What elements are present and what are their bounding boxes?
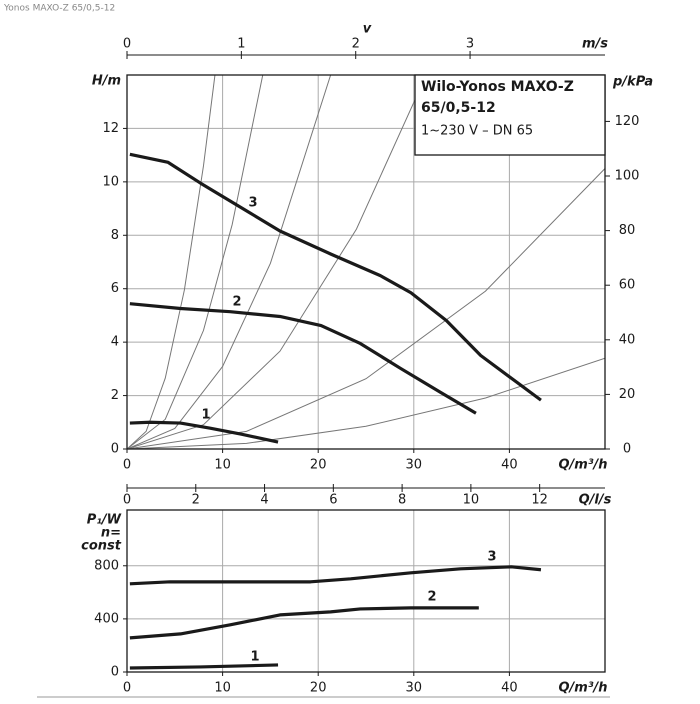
y-tick-label: 800 [94, 558, 119, 573]
pump-curve [129, 152, 542, 402]
annotation: Wilo-Yonos MAXO-Z [421, 79, 574, 95]
x-tick-label: 0 [123, 681, 131, 696]
annotation: 65/0,5-12 [421, 100, 496, 116]
x2-axis-title: v [363, 22, 372, 37]
system-curve [127, 75, 332, 449]
plot-frame [126, 74, 606, 450]
x2-tick-label: 2 [352, 37, 360, 52]
curve-label: 1 [201, 408, 210, 423]
y-tick-label: 8 [111, 228, 119, 243]
y-tick-label: 6 [111, 281, 119, 296]
x-axis-label: Q/m³/h [558, 458, 607, 473]
curve-label: 2 [427, 590, 436, 605]
y-axis-label: H/m [92, 74, 121, 89]
x2-tick-label: 1 [237, 37, 245, 52]
x-tick-label: 20 [310, 681, 327, 696]
x-tick-label: 40 [501, 458, 518, 473]
x-tick-label: 30 [406, 681, 423, 696]
y-tick-label: 4 [111, 335, 119, 350]
curve-label: 1 [250, 650, 259, 665]
x2-tick-label: 0 [123, 37, 131, 52]
x2-tick-label: 10 [463, 493, 480, 508]
pump-curve [129, 606, 479, 640]
y-tick-label: 12 [102, 121, 119, 136]
y2-tick-label: 80 [619, 223, 636, 238]
x-axis-label: Q/m³/h [558, 681, 607, 696]
x2-tick-label: 12 [531, 493, 548, 508]
x-tick-label: 10 [214, 458, 231, 473]
annotation: 1~230 V – DN 65 [421, 124, 533, 139]
x-tick-label: 20 [310, 458, 327, 473]
x2-axis-label: Q/l/s [579, 493, 612, 508]
y2-tick-label: 40 [619, 332, 636, 347]
curve-label: 3 [487, 550, 496, 565]
y2-tick-label: 60 [619, 278, 636, 293]
plot-frame [126, 509, 606, 673]
y-tick-label: 2 [111, 388, 119, 403]
system-curve [127, 75, 427, 449]
pump-curve [129, 565, 542, 586]
pump-curve [129, 420, 279, 444]
y2-axis-label: p/kPa [612, 75, 653, 90]
y-tick-label: 0 [111, 665, 119, 680]
pump-curve [129, 663, 279, 670]
y-axis-label: P₁/W [87, 513, 122, 528]
curve-label: 2 [232, 295, 241, 310]
x2-tick-label: 6 [329, 493, 337, 508]
y2-tick-label: 0 [623, 442, 631, 457]
pump-curve [129, 302, 477, 415]
y-tick-label: 0 [111, 442, 119, 457]
y2-tick-label: 20 [619, 387, 636, 402]
x2-axis-label: m/s [582, 37, 608, 52]
x2-tick-label: 4 [260, 493, 268, 508]
x-tick-label: 10 [214, 681, 231, 696]
y-axis-label: const [81, 539, 122, 554]
page-header: Yonos MAXO-Z 65/0,5-12 [3, 4, 115, 14]
curve-label: 3 [248, 196, 257, 211]
x2-tick-label: 3 [466, 37, 474, 52]
x-tick-label: 0 [123, 458, 131, 473]
x-tick-label: 40 [501, 681, 518, 696]
x2-tick-label: 8 [398, 493, 406, 508]
y-axis-label: n= [101, 526, 121, 541]
x-tick-label: 30 [406, 458, 423, 473]
system-curve [127, 357, 605, 449]
x2-tick-label: 0 [123, 493, 131, 508]
system-curve [127, 168, 605, 449]
y-tick-label: 10 [102, 174, 119, 189]
y-tick-label: 400 [94, 611, 119, 626]
y2-tick-label: 100 [615, 169, 640, 184]
system-curve [127, 75, 264, 449]
system-curve [127, 75, 216, 449]
legend-box [414, 74, 606, 156]
x2-tick-label: 2 [192, 493, 200, 508]
y2-tick-label: 120 [615, 114, 640, 129]
